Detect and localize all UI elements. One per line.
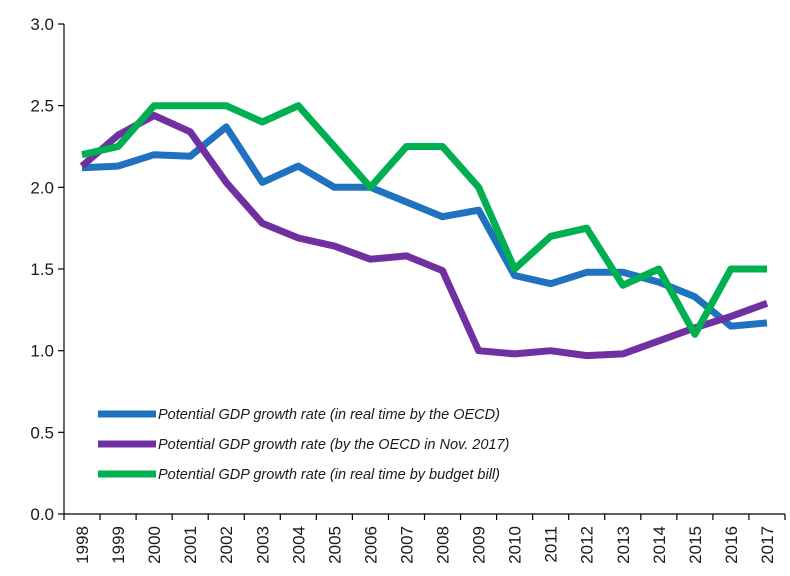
x-tick-label: 1998 [73, 526, 92, 564]
x-tick-label: 1999 [109, 526, 128, 564]
y-tick-label: 3.0 [30, 15, 54, 34]
x-tick-label: 2005 [325, 526, 344, 564]
x-tick-label: 2012 [578, 526, 597, 564]
x-tick-label: 2013 [614, 526, 633, 564]
x-tick-label: 2004 [289, 526, 308, 564]
legend: Potential GDP growth rate (in real time … [98, 407, 509, 483]
x-tick-label: 2008 [434, 526, 453, 564]
series-line-1 [81, 123, 768, 330]
legend-label-3: Potential GDP growth rate (in real time … [158, 467, 500, 483]
y-tick-label: 0.0 [30, 505, 54, 524]
x-ticks: 1998 1999 2000 2001 2002 2003 2004 2005 2006 2007… [63, 514, 786, 564]
y-tick-label: 1.5 [30, 260, 54, 279]
y-ticks: 0.0 0.5 1.0 1.5 2.0 2.5 3.0 [30, 15, 64, 524]
x-tick-label: 2017 [758, 526, 777, 564]
y-tick-label: 1.0 [30, 342, 54, 361]
series-lines [79, 102, 769, 360]
legend-label-2: Potential GDP growth rate (by the OECD i… [158, 437, 509, 453]
x-tick-label: 2009 [470, 526, 489, 564]
y-tick-label: 0.5 [30, 423, 54, 442]
series-line-3 [81, 102, 767, 338]
y-tick-label: 2.5 [30, 97, 54, 116]
x-tick-label: 2002 [217, 526, 236, 564]
x-tick-label: 2003 [253, 526, 272, 564]
x-tick-label: 2014 [650, 526, 669, 564]
legend-label-1: Potential GDP growth rate (in real time … [158, 407, 500, 423]
x-tick-label: 2006 [361, 526, 380, 564]
x-tick-label: 2015 [686, 526, 705, 564]
x-tick-label: 2011 [542, 526, 561, 563]
x-tick-label: 2000 [145, 526, 164, 564]
x-tick-label: 2007 [397, 526, 416, 564]
x-tick-label: 2016 [722, 526, 741, 564]
series-line-2 [79, 112, 769, 360]
x-tick-label: 2010 [506, 526, 525, 564]
y-tick-label: 2.0 [30, 178, 54, 197]
x-tick-label: 2001 [181, 526, 200, 564]
